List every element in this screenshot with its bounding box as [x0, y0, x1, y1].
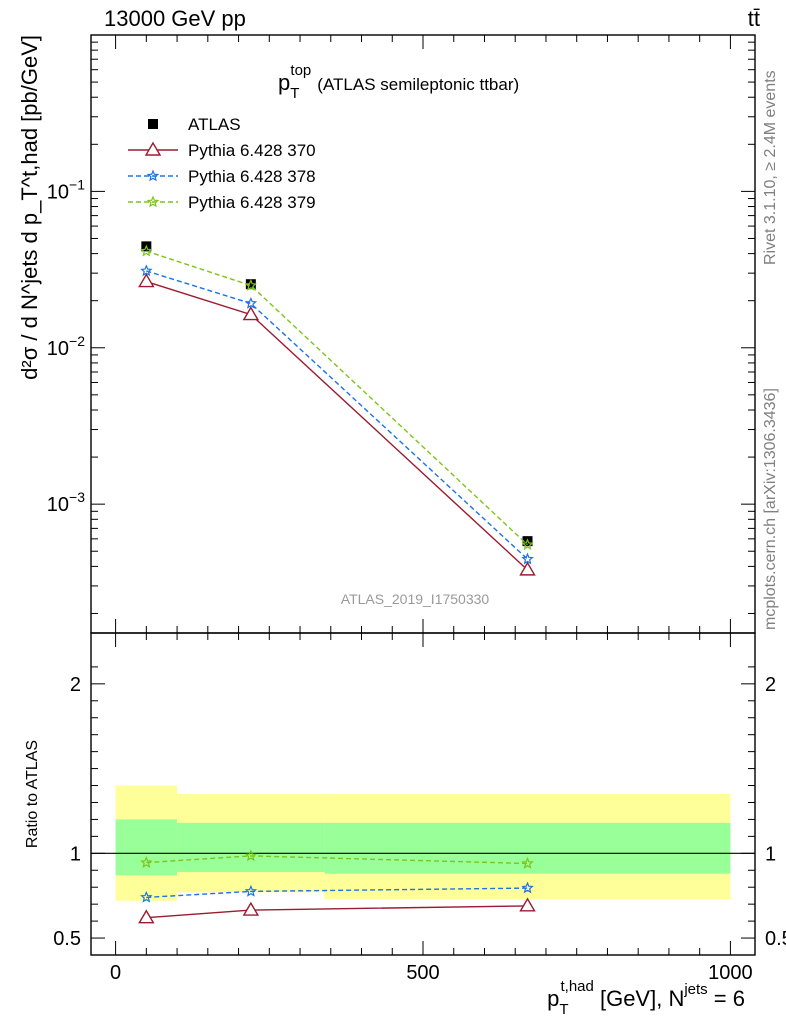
legend-label-2: Pythia 6.428 378	[188, 167, 316, 186]
band-green-0	[115, 819, 178, 876]
ratio-point-0-0	[138, 909, 155, 924]
main-panel: 10−1 10−2 10−3 pTtop(ATLAS semileptonic ttb…	[17, 34, 756, 634]
data-point-2-1	[244, 296, 258, 309]
ratio-y-tick-label-left-2: 2	[70, 674, 81, 696]
data-point-3-2	[521, 538, 534, 551]
x-tick-label-0: 0	[110, 962, 121, 984]
ratio-point-1-2	[521, 881, 534, 894]
ratio-point-0-1	[242, 901, 260, 916]
x-tick-label-1: 500	[406, 962, 439, 984]
series-line-3	[146, 250, 528, 546]
x-axis-label: pTt,had [GeV], Njets = 6	[547, 978, 745, 1018]
plot-title: pTtop(ATLAS semileptonic ttbar)	[278, 62, 519, 102]
legend-label-0: ATLAS	[188, 115, 241, 134]
ratio-y-tick-label-right-2: 2	[765, 674, 776, 696]
data-point-3-0	[140, 244, 153, 257]
ratio-point-2-2	[521, 856, 534, 869]
data-point-3-1	[244, 278, 258, 291]
ratio-point-2-0	[140, 856, 153, 868]
y-tick-label-0: 10−1	[47, 176, 85, 203]
y-tick-label-2: 10−3	[47, 489, 85, 516]
data-point-1-2	[519, 561, 536, 576]
ratio-y-axis-label: Ratio to ATLAS	[24, 740, 41, 848]
data-point-1-1	[242, 306, 260, 321]
legend-marker-0	[148, 119, 158, 129]
data-point-2-2	[521, 552, 534, 565]
ratio-point-0-2	[519, 897, 536, 912]
header-final-state-label: tt̄	[747, 6, 760, 31]
header-process-label: 13000 GeV pp	[104, 6, 246, 31]
ratio-point-1-1	[244, 884, 258, 897]
band-green-1	[177, 822, 325, 872]
ratio-point-1-0	[140, 890, 153, 903]
data-point-2-0	[140, 264, 153, 277]
legend-marker-1	[144, 141, 162, 156]
ratio-line-0	[146, 905, 528, 919]
legend-label-1: Pythia 6.428 370	[188, 141, 316, 160]
legend-marker-2	[146, 169, 160, 182]
legend-marker-3	[146, 195, 160, 208]
ratio-point-2-1	[244, 849, 258, 862]
ratio-line-2	[146, 855, 528, 865]
ratio-y-tick-label-left-1: 1	[70, 843, 81, 865]
legend-label-3: Pythia 6.428 379	[188, 193, 316, 212]
analysis-tag: ATLAS_2019_I1750330	[341, 591, 490, 607]
ratio-y-tick-label-right-1: 1	[765, 843, 776, 865]
ratio-panel: 0.5 0.5 1 1 2 2 0 500 1000 Ratio to ATLAS pTt,had …	[24, 632, 786, 1018]
y-axis-label: d²σ / d N^jets d p_T^t,had [pb/GeV]	[17, 35, 42, 380]
ratio-y-tick-label-right-0: 0.5	[765, 928, 786, 950]
ratio-line-1	[146, 887, 528, 899]
y-tick-label-1: 10−2	[47, 333, 85, 360]
data-point-1-0	[138, 273, 155, 288]
x-tick-label-2: 1000	[708, 962, 753, 984]
series-line-1	[146, 280, 528, 571]
ratio-y-tick-label-left-0: 0.5	[53, 928, 81, 950]
series-line-2	[146, 270, 528, 560]
data-point-0-1	[245, 279, 256, 290]
